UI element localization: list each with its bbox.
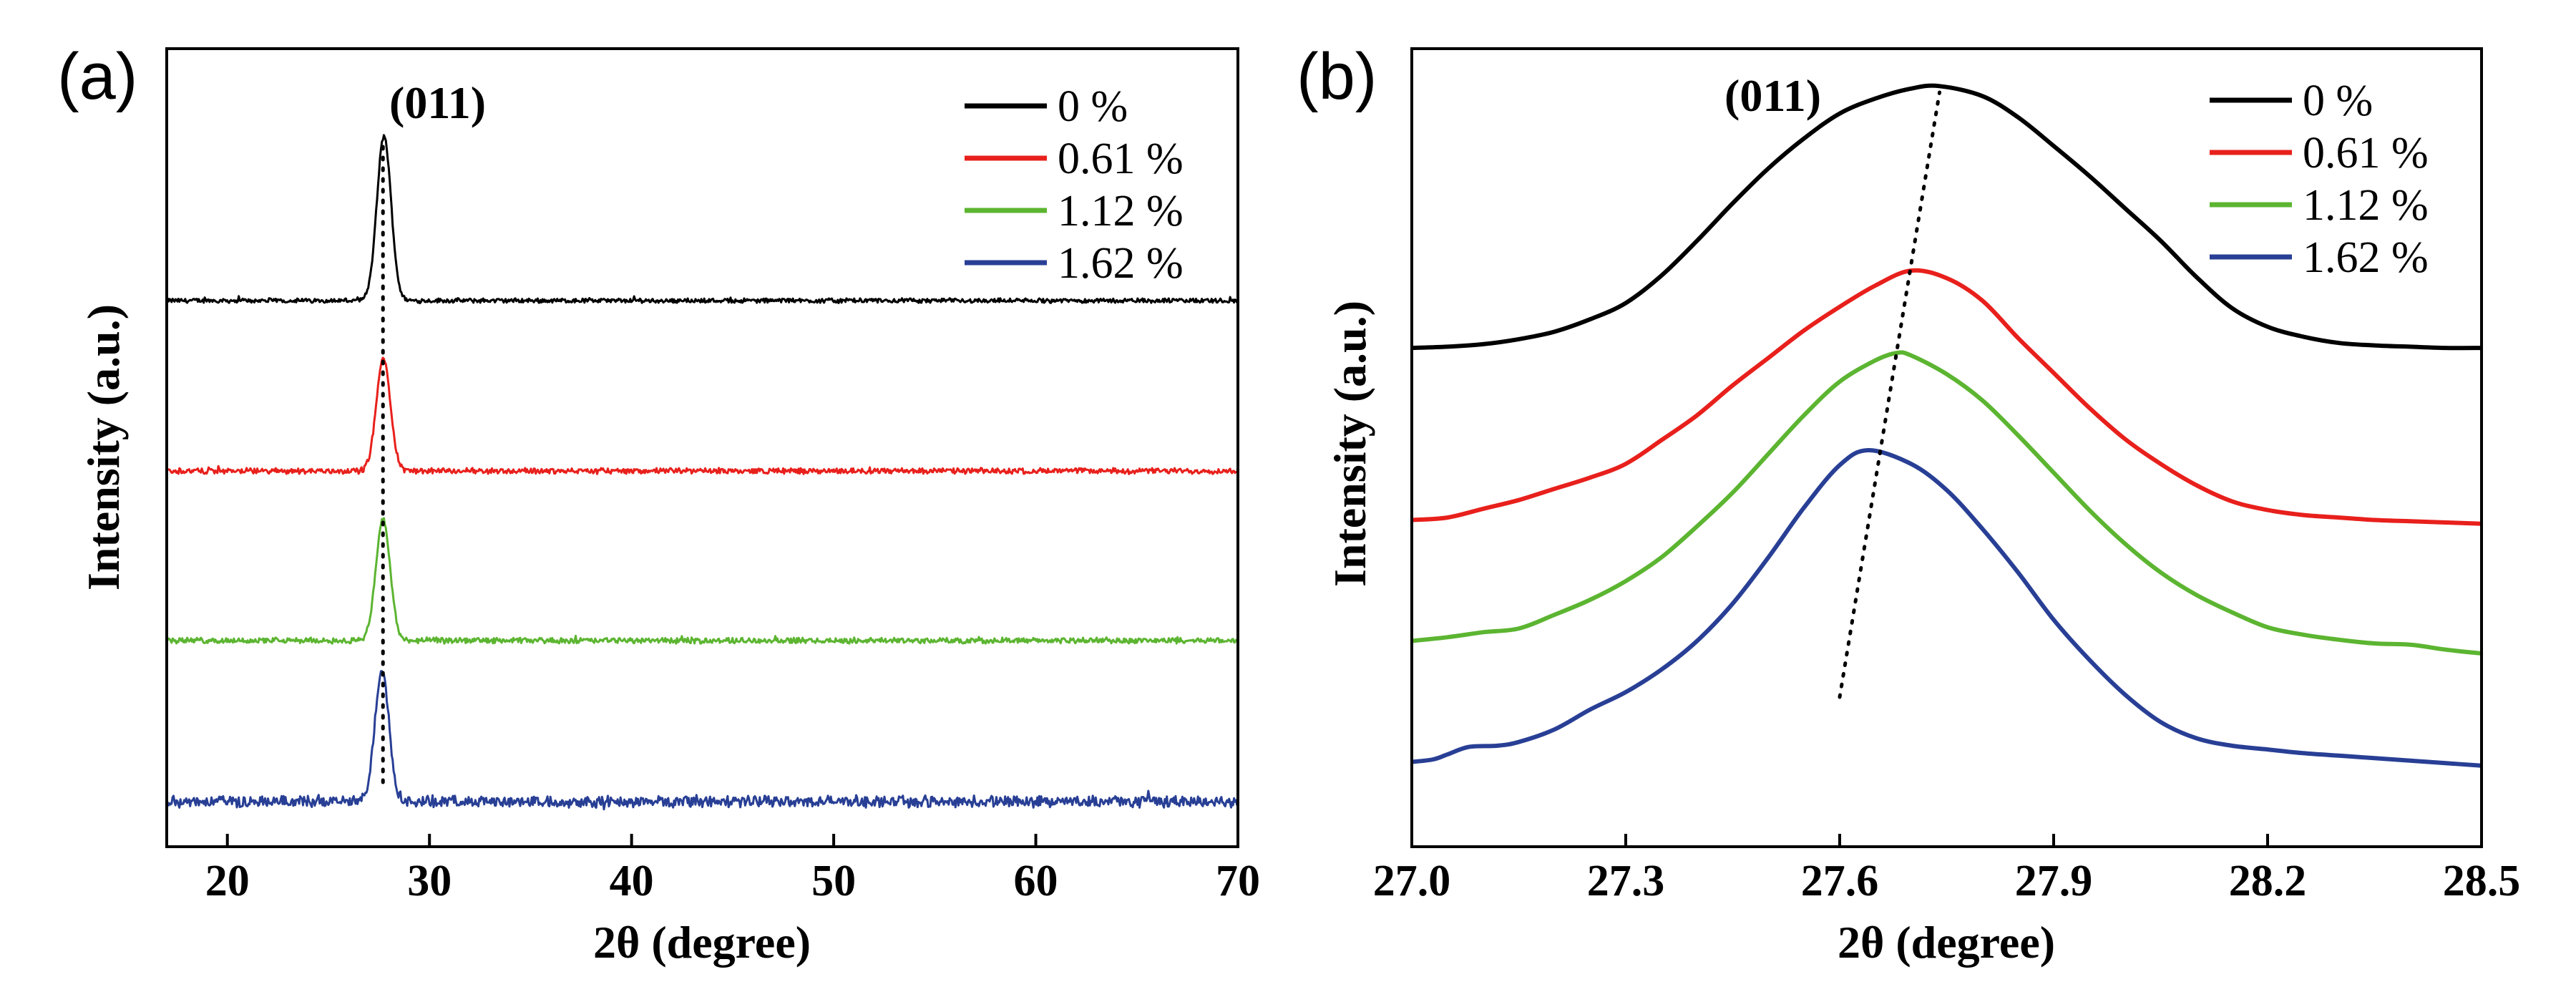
panel-a-x-ticks: 20 30 40 50 60 70 — [205, 834, 1260, 905]
panel-b-label: (b) — [1297, 40, 1377, 113]
panel-a-y-axis-label: Intensity (a.u.) — [78, 304, 129, 590]
series-line — [165, 670, 1239, 811]
peak-shift-guide-line — [1838, 90, 1942, 699]
x-tick-label: 27.0 — [1373, 857, 1451, 905]
panel-a: (a) 20 30 40 50 60 70 (011) 0 %0.61 %1.12 %1.… — [57, 40, 1260, 968]
series-line — [1411, 447, 2482, 768]
series-line — [1411, 83, 2482, 351]
legend-item: 1.62 % — [965, 239, 1184, 288]
series-line — [165, 517, 1239, 645]
x-tick-label: 70 — [1216, 857, 1260, 905]
panel-b-y-axis-label: Intensity (a.u.) — [1324, 301, 1375, 587]
panel-a-x-axis-label: 2θ (degree) — [593, 917, 811, 968]
series-line — [165, 134, 1239, 305]
legend-label: 1.62 % — [2303, 233, 2429, 282]
x-tick-label: 27.6 — [1801, 857, 1879, 905]
legend-label: 0 % — [2303, 77, 2373, 125]
x-tick-label: 30 — [407, 857, 452, 905]
legend-item: 1.62 % — [2210, 233, 2429, 282]
x-tick-label: 28.2 — [2229, 857, 2307, 905]
x-tick-label: 60 — [1014, 857, 1058, 905]
legend-item: 0.61 % — [2210, 129, 2429, 178]
legend-label: 0.61 % — [1058, 135, 1184, 183]
x-tick-label: 20 — [205, 857, 250, 905]
panel-b: (b) 27.0 27.3 27.6 27.9 28.2 28.5 (011) 0 %0.… — [1297, 40, 2520, 968]
legend-label: 0.61 % — [2303, 129, 2429, 178]
legend-label: 1.62 % — [1058, 239, 1184, 288]
x-tick-label: 40 — [610, 857, 654, 905]
legend-item: 0.61 % — [965, 135, 1184, 183]
panel-a-plot-area — [165, 134, 1239, 811]
legend-label: 1.12 % — [2303, 181, 2429, 230]
x-tick-label: 27.9 — [2015, 857, 2093, 905]
panel-b-frame — [1410, 47, 2483, 848]
legend-label: 0 % — [1058, 82, 1128, 131]
panel-a-label: (a) — [57, 40, 137, 113]
x-tick-label: 28.5 — [2443, 857, 2521, 905]
legend-item: 1.12 % — [2210, 181, 2429, 230]
panel-b-x-axis-label: 2θ (degree) — [1838, 917, 2055, 968]
series-line — [1411, 350, 2482, 656]
x-tick-label: 50 — [811, 857, 856, 905]
x-tick-label: 27.3 — [1587, 857, 1665, 905]
legend-item: 0 % — [965, 82, 1128, 131]
legend-item: 0 % — [2210, 77, 2373, 125]
legend-label: 1.12 % — [1058, 187, 1184, 235]
panel-a-frame — [165, 47, 1239, 848]
panel-a-legend: 0 %0.61 %1.12 %1.62 % — [965, 82, 1184, 288]
panel-b-legend: 0 %0.61 %1.12 %1.62 % — [2210, 77, 2429, 282]
series-line — [1411, 268, 2482, 526]
panel-b-peak-annotation: (011) — [1724, 70, 1821, 121]
legend-item: 1.12 % — [965, 187, 1184, 235]
panel-b-x-ticks: 27.0 27.3 27.6 27.9 28.2 28.5 — [1373, 834, 2521, 905]
panel-a-peak-annotation: (011) — [389, 77, 486, 128]
panel-b-plot-area — [1411, 83, 2482, 768]
series-line — [165, 356, 1239, 475]
